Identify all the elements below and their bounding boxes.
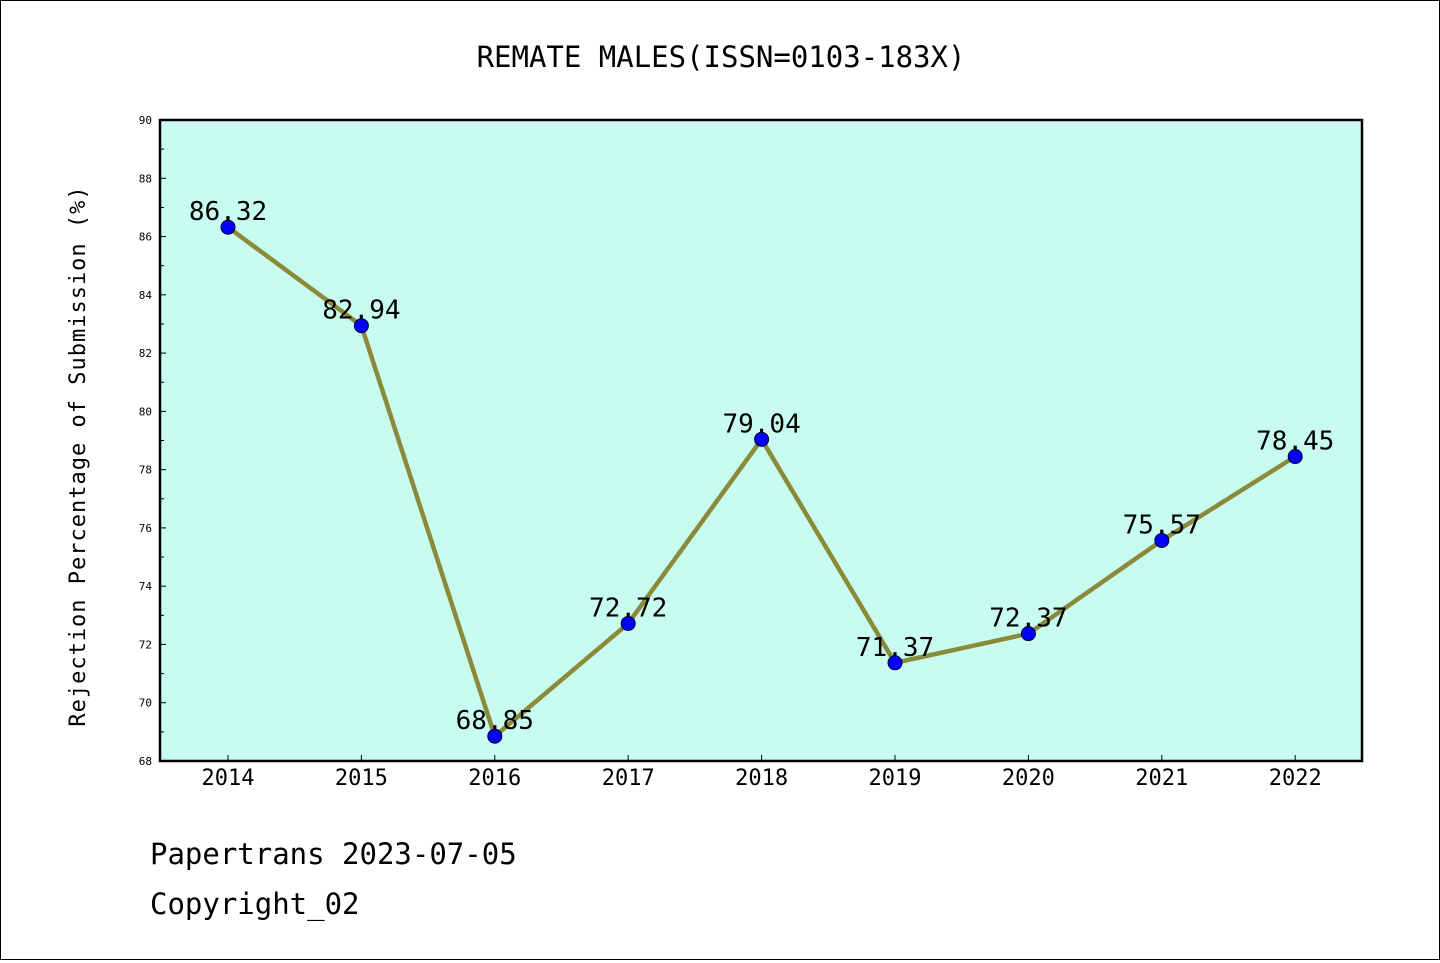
data-point — [1020, 626, 1036, 642]
y-tick-label: 78 — [139, 464, 152, 477]
data-point — [487, 728, 503, 744]
data-label: 82.94 — [322, 296, 400, 326]
y-axis: 68 70 72 74 76 78 80 82 84 86 88 90 — [139, 114, 166, 768]
footer-date: Papertrans 2023-07-05 — [150, 837, 517, 871]
y-tick-label: 86 — [139, 231, 152, 244]
data-point — [620, 615, 636, 631]
y-tick-label: 82 — [139, 347, 152, 360]
data-point — [887, 655, 903, 671]
data-label: 86.32 — [189, 197, 267, 227]
x-tick-label: 2014 — [202, 766, 255, 791]
data-point — [1287, 449, 1303, 465]
data-label: 72.72 — [589, 593, 667, 623]
x-tick-label: 2015 — [335, 766, 388, 791]
y-tick-label: 84 — [139, 289, 153, 302]
y-tick-label: 68 — [139, 755, 152, 768]
x-tick-label: 2020 — [1002, 766, 1055, 791]
data-label: 79.04 — [722, 409, 800, 439]
data-point — [220, 219, 236, 235]
y-tick-label: 88 — [139, 172, 152, 185]
y-tick-label: 80 — [139, 405, 152, 418]
x-tick-label: 2019 — [869, 766, 922, 791]
data-point — [353, 318, 369, 334]
series-layer — [220, 219, 1303, 744]
y-axis-label: Rejection Percentage of Submission (%) — [66, 185, 91, 726]
data-label: 71.37 — [856, 633, 934, 663]
y-tick-label: 72 — [139, 638, 152, 651]
y-tick-label: 76 — [139, 522, 152, 535]
x-tick-label: 2018 — [735, 766, 788, 791]
data-point — [1154, 532, 1170, 548]
y-tick-label: 90 — [139, 114, 152, 127]
data-point — [754, 431, 770, 447]
data-label: 75.57 — [1123, 510, 1201, 540]
x-tick-label: 2022 — [1269, 766, 1322, 791]
data-label: 68.85 — [456, 706, 534, 736]
data-labels: 86.32 82.94 68.85 72.72 79.04 71.37 72.37 75.57… — [189, 197, 1334, 736]
x-tick-label: 2021 — [1135, 766, 1188, 791]
data-label: 72.37 — [989, 604, 1067, 634]
data-label: 78.45 — [1256, 427, 1334, 457]
footer-copyright: Copyright_02 — [150, 887, 360, 922]
y-tick-label: 70 — [139, 697, 152, 710]
x-tick-label: 2016 — [468, 766, 521, 791]
x-tick-label: 2017 — [602, 766, 655, 791]
x-axis: 2014 2015 2016 2017 2018 2019 2020 2021 2022 — [202, 755, 1322, 791]
chart-title: REMATE MALES(ISSN=0103-183X) — [477, 40, 966, 74]
y-tick-label: 74 — [139, 580, 153, 593]
